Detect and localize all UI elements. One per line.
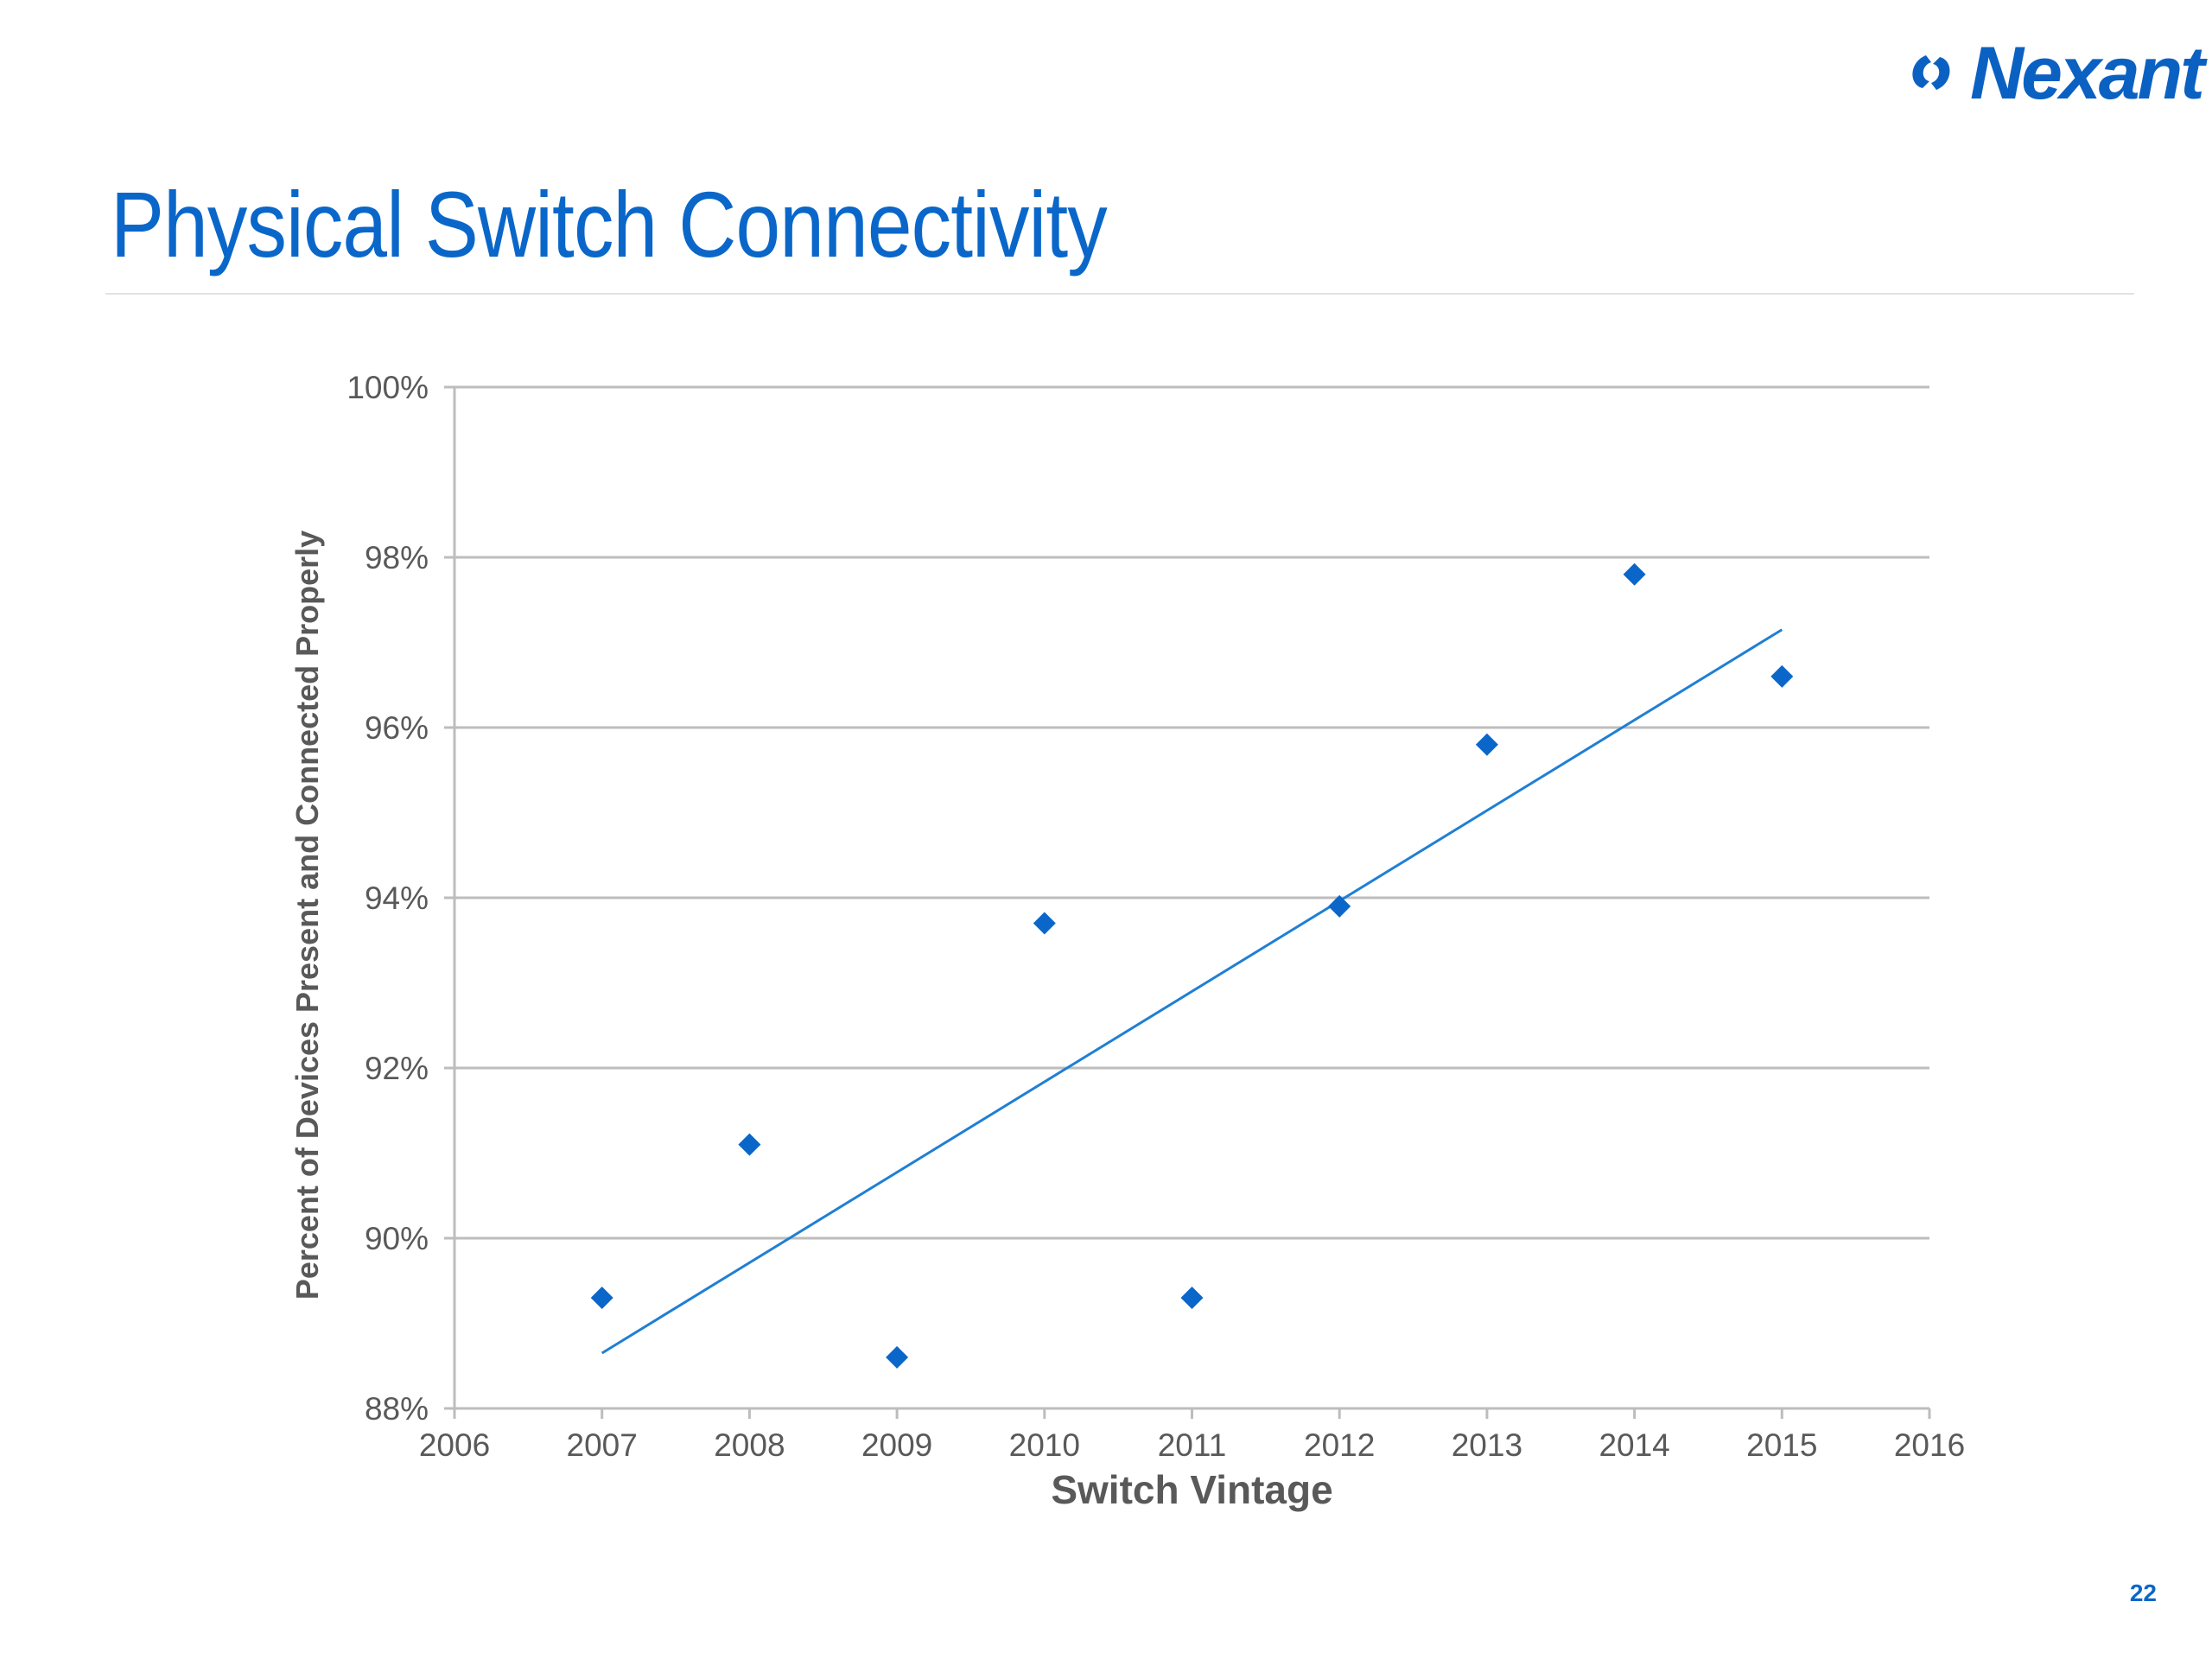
data-point xyxy=(1033,912,1056,935)
data-point xyxy=(1770,664,1794,688)
data-point xyxy=(1328,894,1351,918)
data-point xyxy=(738,1133,761,1156)
y-tick-label: 98% xyxy=(365,540,429,575)
x-tick-label: 2008 xyxy=(714,1427,785,1463)
nexant-logo-mark-icon xyxy=(1912,55,1950,90)
x-tick-label: 2016 xyxy=(1894,1427,1965,1463)
y-tick-label: 94% xyxy=(365,880,429,916)
x-tick-label: 2007 xyxy=(567,1427,638,1463)
data-point xyxy=(886,1345,909,1369)
y-tick-label: 90% xyxy=(365,1221,429,1256)
trendline xyxy=(601,628,1783,1355)
x-tick-label: 2014 xyxy=(1599,1427,1669,1463)
logo-wordmark: Nexant xyxy=(1970,32,2205,115)
gridlines xyxy=(454,385,1929,1240)
data-point xyxy=(1475,733,1498,756)
x-axis-label: Switch Vintage xyxy=(1051,1467,1332,1512)
x-tick-label: 2015 xyxy=(1746,1427,1817,1463)
x-tick-label: 2012 xyxy=(1304,1427,1375,1463)
data-point xyxy=(590,1286,613,1309)
x-tick-label: 2009 xyxy=(861,1427,932,1463)
title-divider xyxy=(105,293,2134,295)
y-tick-label: 88% xyxy=(365,1391,429,1427)
data-point xyxy=(1623,563,1646,586)
nexant-logo: Nexant xyxy=(1897,32,2205,115)
tick-labels: 88% 90% 92% 94% 96% 98% 100% 2006 2007 2008 2009 20… xyxy=(346,370,1965,1463)
y-axis-label: Percent of Devices Present and Connected… xyxy=(289,531,325,1300)
page-number: 22 xyxy=(2129,1580,2157,1606)
y-tick-label: 96% xyxy=(365,710,429,746)
x-tick-label: 2010 xyxy=(1009,1427,1080,1463)
data-point xyxy=(1180,1286,1204,1309)
slide-title: Physical Switch Connectivity xyxy=(111,172,1108,276)
y-tick-label: 92% xyxy=(365,1051,429,1086)
axes xyxy=(444,385,1931,1419)
x-tick-label: 2013 xyxy=(1452,1427,1522,1463)
x-tick-label: 2006 xyxy=(419,1427,490,1463)
x-tick-label: 2011 xyxy=(1158,1427,1227,1463)
data-points xyxy=(590,563,1794,1369)
y-tick-label: 100% xyxy=(346,370,429,405)
trendline-group xyxy=(601,628,1783,1355)
